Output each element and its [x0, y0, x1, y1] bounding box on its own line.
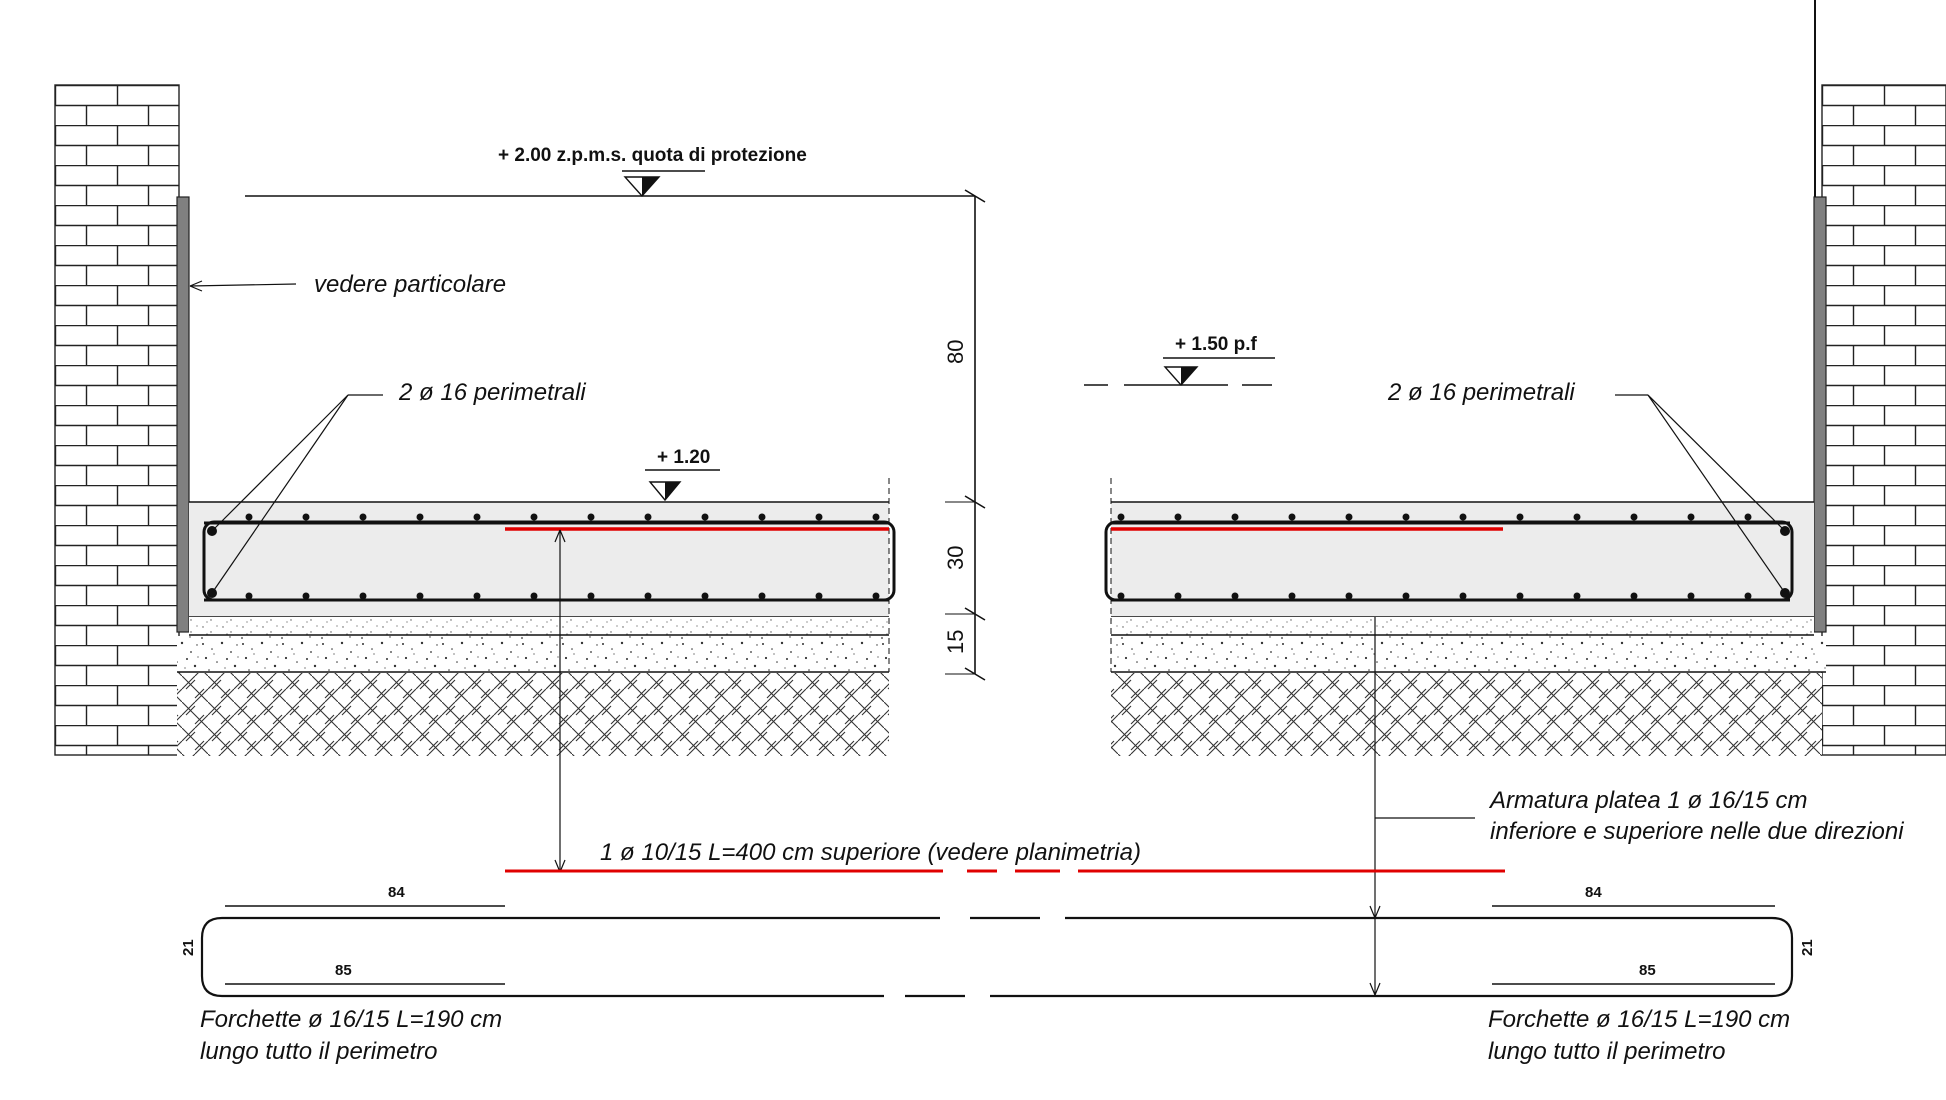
level-150-marker — [1084, 357, 1275, 387]
forchette-bar-shape — [200, 905, 1794, 998]
top-bar-label: 1 ø 10/15 L=400 cm superiore (vedere pla… — [600, 839, 1141, 866]
bar-21-left: 21 — [180, 939, 197, 956]
protection-level-label: + 2.00 z.p.m.s. quota di protezione — [498, 145, 807, 166]
dimension-15: 15 — [943, 630, 968, 654]
bar-84-right: 84 — [1585, 884, 1602, 901]
level-120-label: + 1.20 — [657, 447, 710, 468]
bar-84-left: 84 — [388, 884, 405, 901]
forchette-right-line2: lungo tutto il perimetro — [1488, 1038, 1725, 1065]
right-brick-wall — [1821, 84, 1946, 756]
dimension-80: 80 — [943, 340, 968, 364]
vertical-dimension-line — [945, 189, 986, 681]
forchette-left-line1: Forchette ø 16/15 L=190 cm — [200, 1006, 502, 1033]
perimetrali-right-leader — [1615, 394, 1786, 594]
protection-level-marker — [245, 170, 975, 198]
perimetrali-left-label: 2 ø 16 perimetrali — [398, 379, 586, 406]
armatura-label-line2: inferiore e superiore nelle due direzion… — [1490, 818, 1904, 845]
level-150-label: + 1.50 p.f — [1175, 334, 1258, 355]
forchette-right-line1: Forchette ø 16/15 L=190 cm — [1488, 1006, 1790, 1033]
bar-21-right: 21 — [1799, 939, 1816, 956]
level-120-marker — [645, 469, 720, 502]
forchette-left-line2: lungo tutto il perimetro — [200, 1038, 437, 1065]
perimetrali-right-label: 2 ø 16 perimetrali — [1387, 379, 1575, 406]
armatura-label-line1: Armatura platea 1 ø 16/15 cm — [1488, 787, 1807, 814]
dimension-30: 30 — [943, 546, 968, 570]
bar-85-right: 85 — [1639, 962, 1656, 979]
perimetrali-left-leader — [211, 394, 383, 594]
armatura-leader — [1369, 617, 1475, 996]
vedere-particolare-label: vedere particolare — [314, 271, 506, 298]
right-wall-plate — [1813, 196, 1827, 633]
bar-85-left: 85 — [335, 962, 352, 979]
left-brick-wall — [54, 84, 180, 756]
right-slab-section — [1104, 478, 1826, 756]
left-slab-section — [177, 478, 896, 756]
left-wall-plate — [176, 196, 190, 633]
vedere-particolare-leader — [189, 280, 297, 292]
